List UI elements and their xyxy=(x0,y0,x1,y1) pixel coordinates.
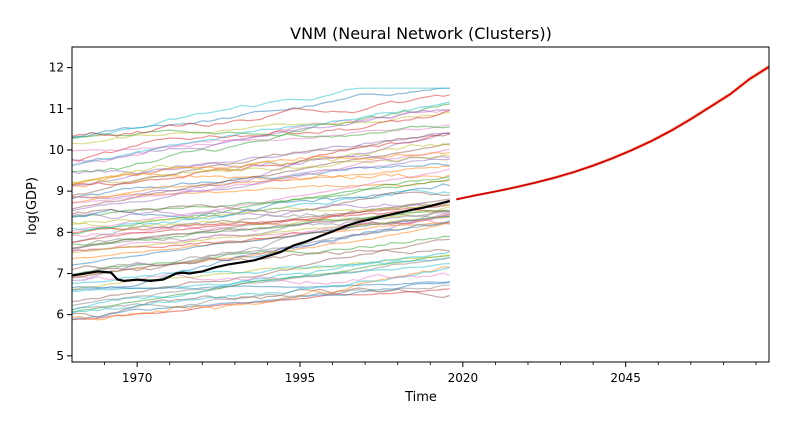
forecast-band xyxy=(456,64,769,201)
x-tick-label: 2020 xyxy=(448,371,479,385)
y-tick-label: 9 xyxy=(56,184,64,198)
y-tick-label: 12 xyxy=(49,61,64,75)
background-series-line xyxy=(71,216,450,254)
x-tick-label: 1995 xyxy=(285,371,316,385)
background-series-line xyxy=(71,158,450,212)
background-series-line xyxy=(71,265,450,321)
background-series-line xyxy=(71,154,450,186)
highlight-series-group xyxy=(71,199,451,283)
chart-title: VNM (Neural Network (Clusters)) xyxy=(290,24,552,43)
background-series-line xyxy=(71,204,450,225)
background-series-line xyxy=(71,178,450,218)
background-series-line xyxy=(71,222,450,279)
background-series-line xyxy=(71,183,450,220)
background-series-line xyxy=(71,199,450,219)
background-series-line xyxy=(71,133,450,197)
x-axis-label: Time xyxy=(404,390,437,405)
background-series-line xyxy=(71,254,450,313)
background-series-line xyxy=(71,94,450,138)
background-series-line xyxy=(71,204,450,243)
y-tick-label: 6 xyxy=(56,308,64,322)
y-axis: 5 6 7 8 9 10 11 12 xyxy=(49,61,72,363)
y-tick-label: 10 xyxy=(49,143,64,157)
background-series-line xyxy=(71,109,450,162)
background-series-line xyxy=(71,235,450,276)
x-axis: 1970 1995 2020 2045 xyxy=(104,362,757,385)
forecast-series-group xyxy=(456,64,770,201)
background-series-line xyxy=(71,281,450,291)
y-axis-label: log(GDP) xyxy=(25,177,40,235)
background-series-line xyxy=(71,267,450,314)
background-series-line xyxy=(71,101,450,166)
background-series-line xyxy=(71,125,450,140)
background-series-line xyxy=(72,87,450,139)
background-series-line xyxy=(71,211,450,249)
background-series-line xyxy=(71,162,450,200)
background-series-line xyxy=(71,257,450,307)
y-tick-label: 11 xyxy=(49,102,64,116)
background-series-line xyxy=(71,103,450,173)
background-series-line xyxy=(71,220,451,289)
x-tick-label: 1970 xyxy=(122,371,153,385)
y-tick-label: 5 xyxy=(56,349,64,363)
x-tick-label: 2045 xyxy=(610,371,641,385)
background-series-line xyxy=(71,256,450,311)
highlight-series-line xyxy=(71,199,451,283)
background-series-line xyxy=(71,176,450,235)
y-tick-label: 7 xyxy=(56,266,64,280)
forecast-series-line xyxy=(456,66,770,201)
background-series-group xyxy=(71,87,451,321)
background-series-line xyxy=(71,124,450,152)
background-series-line xyxy=(71,152,450,184)
background-series-line xyxy=(71,284,450,311)
background-series-line xyxy=(71,148,450,204)
y-tick-label: 8 xyxy=(56,225,64,239)
background-series-line xyxy=(72,251,450,284)
plot-frame xyxy=(71,46,770,363)
background-series-line xyxy=(71,281,450,321)
